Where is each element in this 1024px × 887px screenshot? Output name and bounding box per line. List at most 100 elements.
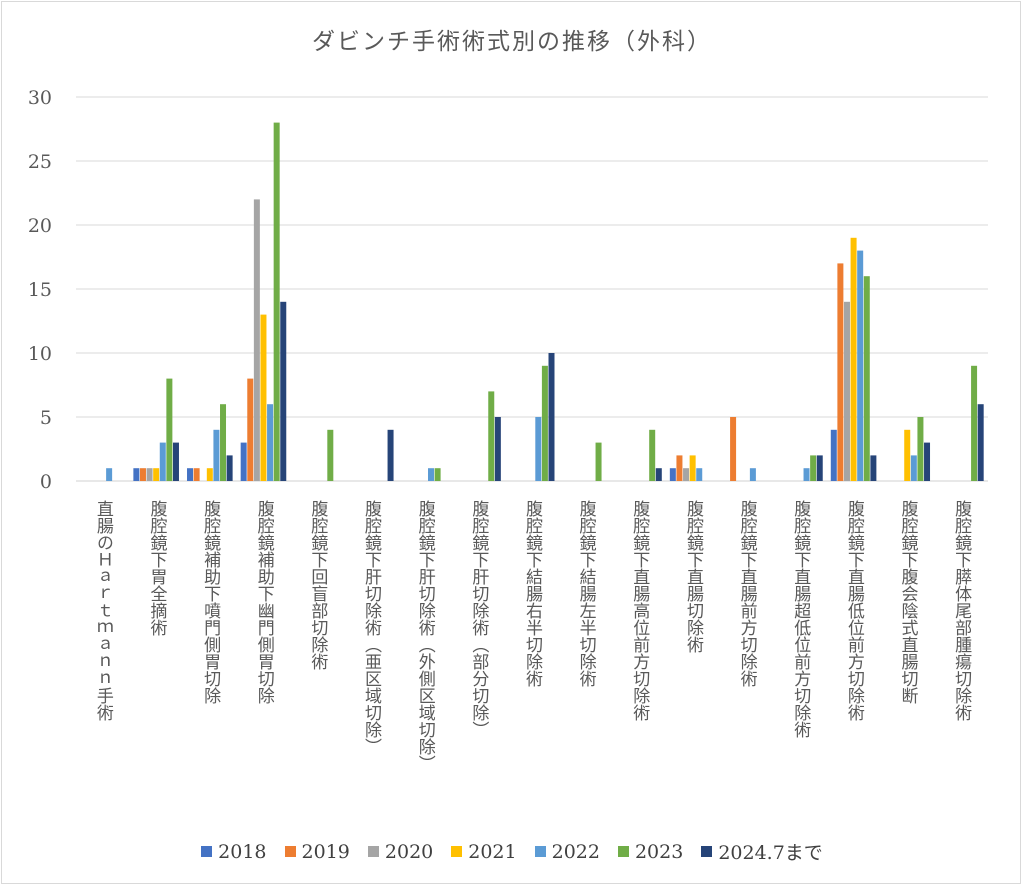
legend-label: 2019 bbox=[301, 840, 350, 863]
bar-2022 bbox=[106, 468, 113, 481]
bar-2019 bbox=[139, 468, 146, 481]
y-tick-label: 0 bbox=[40, 471, 52, 493]
y-tick-label: 30 bbox=[28, 87, 52, 109]
bar-2024.7まで bbox=[655, 468, 662, 481]
y-tick-label: 10 bbox=[28, 343, 52, 365]
chart-title: ダビンチ手術術式別の推移（外科） bbox=[312, 29, 712, 55]
legend-item: 2023 bbox=[617, 838, 684, 865]
bar-2019 bbox=[676, 455, 683, 481]
bar-2024.7まで bbox=[870, 455, 877, 481]
y-tick-label: 20 bbox=[28, 215, 52, 237]
x-category-label: 腹腔鏡下胃全摘術 bbox=[146, 500, 167, 636]
bar-2022 bbox=[696, 468, 703, 481]
bar-2018 bbox=[187, 468, 194, 481]
bar-2024.7まで bbox=[548, 353, 555, 481]
bar-2024.7まで bbox=[280, 301, 287, 481]
legend-swatch bbox=[534, 846, 546, 857]
bar-2020 bbox=[253, 199, 260, 481]
bar-2023 bbox=[434, 468, 441, 481]
bar-2021 bbox=[206, 468, 213, 481]
x-category-label: 腹腔鏡下膵体尾部腫瘍切除術 bbox=[951, 500, 972, 721]
bar-2023 bbox=[649, 429, 656, 481]
x-category-label: 腹腔鏡下結腸左半切除術 bbox=[576, 500, 597, 687]
x-category-label: 腹腔鏡下肝切除術（部分切除） bbox=[468, 500, 489, 738]
bar-2023 bbox=[220, 404, 227, 481]
bar-2021 bbox=[260, 314, 267, 481]
bar-2022 bbox=[535, 417, 542, 481]
legend-item: 2022 bbox=[534, 838, 600, 865]
bar-2022 bbox=[428, 468, 435, 481]
bar-2021 bbox=[153, 468, 160, 481]
bar-2019 bbox=[193, 468, 200, 481]
bar-2022 bbox=[857, 250, 864, 481]
bar-2023 bbox=[488, 391, 495, 481]
x-category-label: 腹腔鏡補助下幽門側胃切除 bbox=[254, 500, 275, 704]
x-category-label: 腹腔鏡下直腸低位前方切除術 bbox=[844, 500, 865, 721]
bar-2023 bbox=[863, 276, 870, 481]
bar-2018 bbox=[669, 468, 676, 481]
bar-2018 bbox=[830, 429, 837, 481]
y-tick-label: 5 bbox=[40, 407, 52, 429]
legend-item: 2019 bbox=[284, 838, 350, 865]
bar-2024.7まで bbox=[494, 417, 501, 481]
bar-2019 bbox=[837, 263, 844, 481]
legend-item: 2018 bbox=[201, 838, 267, 865]
legend-label: 2018 bbox=[218, 840, 267, 863]
x-category-label: 腹腔鏡下腹会陰式直腸切断 bbox=[898, 500, 919, 704]
legend-item: 2020 bbox=[367, 838, 434, 865]
bar-2021 bbox=[904, 429, 911, 481]
bar-2022 bbox=[267, 404, 274, 481]
legend-swatch bbox=[617, 846, 629, 857]
bar-2019 bbox=[730, 417, 737, 481]
legend-swatch bbox=[701, 846, 713, 857]
x-category-label: 腹腔鏡下肝切除術（外側区域切除） bbox=[415, 500, 436, 772]
legend-label: 2023 bbox=[634, 840, 684, 863]
bar-2019 bbox=[247, 378, 254, 481]
bar-2024.7まで bbox=[816, 455, 823, 481]
legend-item: 2024.7まで bbox=[701, 838, 823, 865]
bar-2022 bbox=[803, 468, 810, 481]
bar-2020 bbox=[683, 468, 690, 481]
bar-2020 bbox=[843, 301, 850, 481]
legend-swatch bbox=[201, 846, 213, 857]
bar-2024.7まで bbox=[924, 442, 931, 481]
bar-2023 bbox=[595, 442, 602, 481]
legend-label: 2020 bbox=[384, 840, 434, 863]
x-category-label: 腹腔鏡下結腸右半切除術 bbox=[522, 500, 543, 687]
bar-2023 bbox=[166, 378, 173, 481]
bar-2022 bbox=[213, 429, 220, 481]
bar-2022 bbox=[910, 455, 917, 481]
legend-label: 2021 bbox=[468, 840, 517, 863]
bar-2024.7まで bbox=[172, 442, 179, 481]
x-category-label: 腹腔鏡下直腸超低位前方切除術 bbox=[790, 500, 811, 738]
legend-label: 2024.7まで bbox=[718, 842, 823, 864]
bar-2023 bbox=[810, 455, 817, 481]
y-tick-label: 25 bbox=[28, 151, 52, 173]
legend: 2018 2019 2020 2021 2022 2023 2024.7まで bbox=[0, 838, 1024, 865]
x-category-label: 腹腔鏡下肝切除術（亜区域切除） bbox=[361, 500, 382, 755]
legend-swatch bbox=[451, 846, 463, 857]
bar-2023 bbox=[917, 417, 924, 481]
bar-2022 bbox=[749, 468, 756, 481]
legend-label: 2022 bbox=[551, 840, 600, 863]
bar-2023 bbox=[273, 122, 280, 481]
bar-2024.7まで bbox=[977, 404, 984, 481]
bar-2024.7まで bbox=[387, 429, 394, 481]
bar-2021 bbox=[850, 237, 857, 481]
legend-item: 2021 bbox=[451, 838, 517, 865]
bar-2023 bbox=[971, 365, 978, 481]
x-category-label: 腹腔鏡補助下噴門側胃切除 bbox=[200, 500, 221, 704]
legend-swatch bbox=[284, 846, 296, 857]
x-category-label: 腹腔鏡下直腸高位前方切除術 bbox=[629, 500, 650, 721]
bar-2023 bbox=[327, 429, 334, 481]
legend-swatch bbox=[367, 846, 379, 857]
bar-2022 bbox=[159, 442, 166, 481]
bar-2018 bbox=[240, 442, 247, 481]
bar-2023 bbox=[541, 365, 548, 481]
x-category-label: 腹腔鏡下直腸切除術 bbox=[683, 500, 704, 653]
y-tick-label: 15 bbox=[28, 279, 52, 301]
x-category-label: 腹腔鏡下直腸前方切除術 bbox=[737, 500, 758, 687]
bar-2020 bbox=[146, 468, 153, 481]
x-category-label: 直腸のＨａｒｔｍａｎｎ手術 bbox=[93, 500, 114, 721]
